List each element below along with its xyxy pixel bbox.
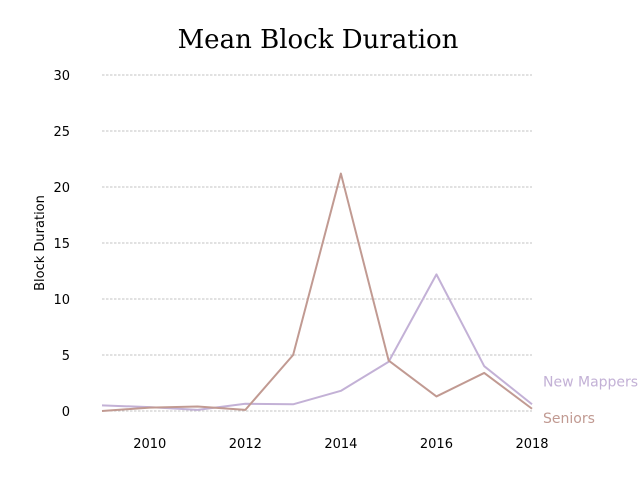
x-tick-2010: 2010 xyxy=(133,437,166,452)
y-tick-10: 10 xyxy=(53,293,70,308)
legend-label-new-mappers: New Mappers xyxy=(543,374,638,390)
y-tick-25: 25 xyxy=(53,125,70,140)
x-tick-2014: 2014 xyxy=(324,437,357,452)
chart-title: Mean Block Duration xyxy=(178,25,459,55)
grid-lines xyxy=(102,74,532,412)
y-tick-labels: 0 5 10 15 20 25 30 xyxy=(53,69,70,420)
series-points-new-mappers xyxy=(101,274,533,410)
x-tick-2012: 2012 xyxy=(229,437,262,452)
legend-labels: New Mappers Seniors xyxy=(543,374,638,426)
x-tick-2016: 2016 xyxy=(420,437,453,452)
y-tick-30: 30 xyxy=(53,69,70,84)
series-lines xyxy=(101,172,533,412)
y-tick-20: 20 xyxy=(53,181,70,196)
legend-label-seniors: Seniors xyxy=(543,411,595,427)
x-tick-2018: 2018 xyxy=(515,437,548,452)
series-line-new-mappers xyxy=(101,273,533,411)
y-axis-label: Block Duration xyxy=(33,195,48,291)
y-tick-0: 0 xyxy=(62,405,70,420)
series-points-seniors xyxy=(101,173,533,412)
series-line-seniors xyxy=(101,172,533,412)
x-tick-labels: 2010 2012 2014 2016 2018 xyxy=(133,437,548,452)
y-tick-5: 5 xyxy=(62,349,70,364)
y-tick-15: 15 xyxy=(53,237,70,252)
